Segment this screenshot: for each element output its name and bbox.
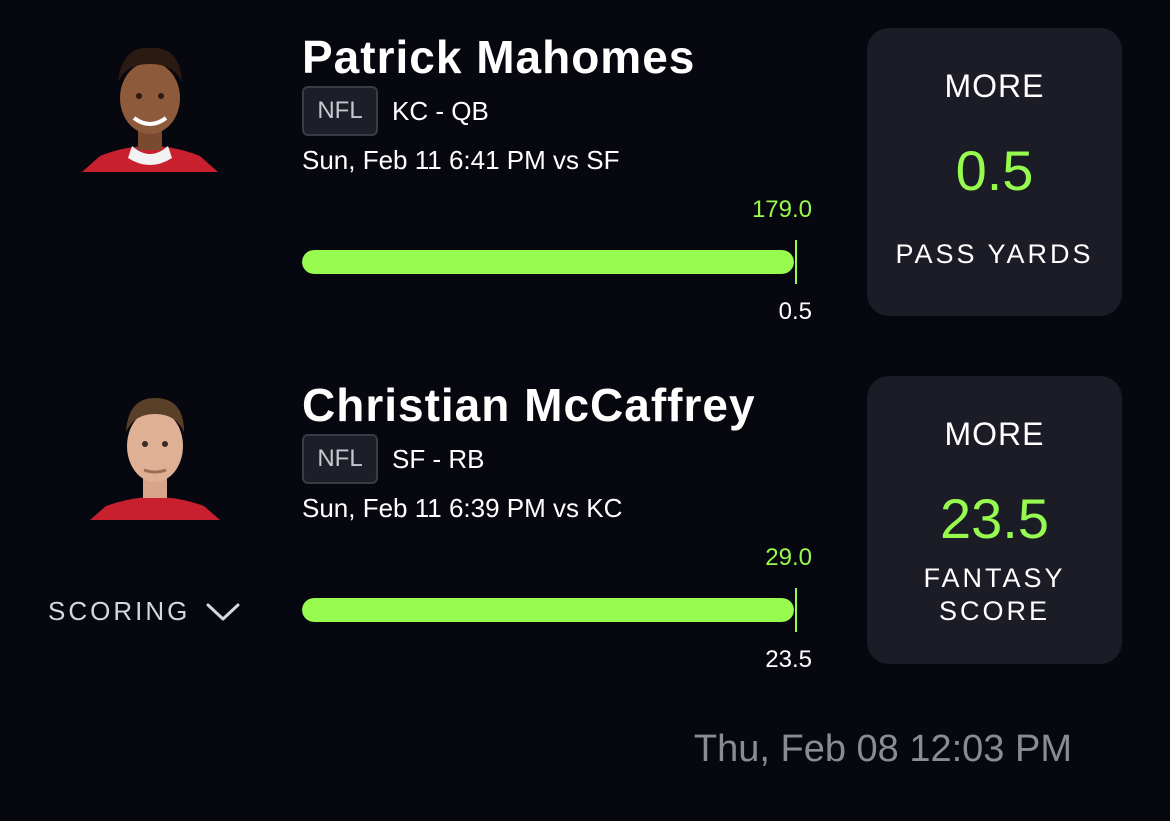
- scoring-label: SCORING: [48, 596, 191, 626]
- actual-value: 179.0: [751, 196, 812, 223]
- player-avatar: [82, 40, 218, 172]
- stat-type: PASS YARDS: [867, 238, 1122, 271]
- line-value-label: 0.5: [778, 298, 812, 325]
- progress-bar: [302, 250, 794, 274]
- timestamp: Thu, Feb 08 12:03 PM: [693, 728, 1072, 770]
- stat-type-line: SCORE: [938, 596, 1051, 626]
- scoring-toggle[interactable]: SCORING: [48, 596, 240, 627]
- stat-type-line: PASS YARDS: [895, 239, 1094, 269]
- team-position: SF - RB: [392, 444, 485, 474]
- player-headshot-icon: [82, 47, 218, 172]
- pick-row: Patrick Mahomes NFL KC - QB Sun, Feb 11 …: [0, 0, 1170, 340]
- pick-direction: MORE: [944, 416, 1045, 452]
- pick-row: Christian McCaffrey NFL SF - RB Sun, Feb…: [0, 348, 1170, 688]
- progress-fill: [302, 598, 794, 622]
- stat-type-line: FANTASY: [923, 563, 1066, 593]
- game-time: Sun, Feb 11 6:41 PM vs SF: [302, 145, 620, 175]
- projection-card[interactable]: MORE 0.5 PASS YARDS: [867, 28, 1122, 316]
- projection-line: 23.5: [940, 487, 1049, 550]
- league-badge: NFL: [302, 86, 378, 136]
- game-time: Sun, Feb 11 6:39 PM vs KC: [302, 493, 623, 523]
- player-name: Christian McCaffrey: [302, 379, 756, 431]
- actual-value: 29.0: [765, 544, 812, 571]
- line-marker: [795, 588, 797, 632]
- player-headshot-icon: [90, 398, 220, 520]
- league-badge: NFL: [302, 434, 378, 484]
- projection-line: 0.5: [955, 139, 1034, 202]
- projection-card[interactable]: MORE 23.5 FANTASY SCORE: [867, 376, 1122, 664]
- line-value-label: 23.5: [765, 646, 812, 673]
- pick-direction: MORE: [944, 68, 1045, 104]
- progress-bar: [302, 598, 794, 622]
- stat-type: FANTASY SCORE: [867, 562, 1122, 628]
- team-position: KC - QB: [392, 96, 489, 126]
- line-marker: [795, 240, 797, 284]
- player-avatar: [90, 388, 220, 520]
- progress-fill: [302, 250, 794, 274]
- player-name: Patrick Mahomes: [302, 31, 696, 83]
- chevron-down-icon: [206, 603, 240, 620]
